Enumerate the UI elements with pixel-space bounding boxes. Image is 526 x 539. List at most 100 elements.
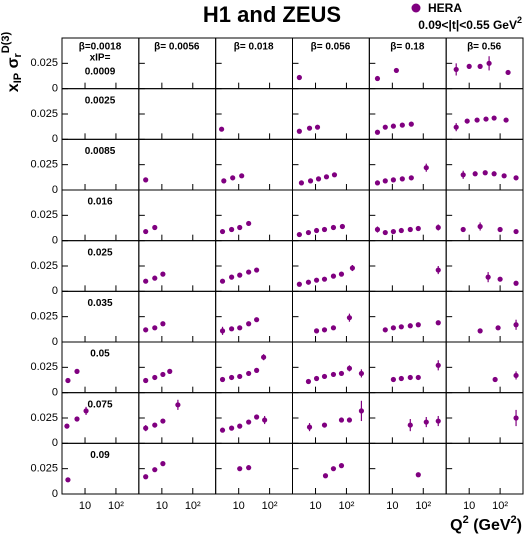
data-point <box>321 422 328 428</box>
data-point <box>382 178 388 184</box>
data-point <box>453 124 459 130</box>
data-point <box>398 324 404 330</box>
data-point <box>407 374 413 381</box>
panel-frame <box>368 240 447 292</box>
panel-frame <box>445 290 524 343</box>
data-point <box>382 229 388 236</box>
data-point <box>229 374 235 381</box>
x-label-part: ) <box>517 517 522 534</box>
data-point <box>261 354 267 360</box>
data-point <box>160 371 166 378</box>
t-range-sup: 2 <box>517 15 522 25</box>
data-point <box>423 165 429 171</box>
y-tick-label: 0 <box>52 387 58 399</box>
chart-title: H1 and ZEUS <box>203 2 341 27</box>
data-point <box>374 180 381 186</box>
data-point <box>160 461 166 467</box>
beta-label: β= 0.0056 <box>154 42 200 53</box>
panel-frame <box>445 442 524 495</box>
data-point <box>152 374 158 381</box>
data-point <box>435 418 441 424</box>
data-point <box>237 272 243 278</box>
y-tick-label: 0 <box>52 184 58 196</box>
data-point <box>296 281 302 287</box>
data-point <box>330 273 337 279</box>
data-point <box>346 365 353 371</box>
panel-frame <box>215 240 294 292</box>
panel-frame <box>368 290 447 343</box>
data-point <box>246 419 252 425</box>
y-tick-label: 0 <box>52 488 58 500</box>
y-tick-label: 0 <box>52 285 58 297</box>
data-point <box>143 228 149 235</box>
panel-frame <box>292 240 370 292</box>
data-point <box>398 375 404 382</box>
data-point <box>338 463 345 469</box>
data-point <box>338 271 345 277</box>
panel-frame <box>215 138 294 191</box>
xip-value: 0.09 <box>90 450 110 461</box>
data-point <box>390 228 396 235</box>
data-point <box>505 69 511 76</box>
data-point <box>483 116 489 122</box>
y-tick-label: 0 <box>52 336 58 348</box>
panel-frame <box>368 392 447 444</box>
panel-frame <box>215 290 294 343</box>
y-tick-label: 0.025 <box>30 260 58 272</box>
data-point <box>143 177 149 183</box>
data-point <box>218 126 225 132</box>
data-point <box>296 74 302 81</box>
data-point <box>477 223 483 230</box>
data-point <box>415 322 421 328</box>
panel-frame <box>138 290 217 343</box>
xip-value: 0.0085 <box>85 146 116 157</box>
data-point <box>330 466 337 472</box>
data-point <box>313 375 320 382</box>
y-label-part: r <box>12 52 24 57</box>
y-tick-label: 0.025 <box>30 361 58 373</box>
data-point <box>74 368 80 374</box>
panel-frame <box>215 392 294 444</box>
data-point <box>408 121 414 127</box>
t-range: 0.09<|t|<0.55 GeV2 <box>418 15 522 32</box>
data-point <box>460 172 466 178</box>
y-tick-label: 0 <box>52 133 58 145</box>
y-tick-label: 0.025 <box>30 159 58 171</box>
data-point <box>407 323 413 329</box>
data-point <box>466 63 472 69</box>
data-point <box>246 370 252 377</box>
data-point <box>435 267 441 273</box>
data-point <box>83 408 89 414</box>
data-point <box>313 277 320 283</box>
data-point <box>74 416 80 422</box>
data-point <box>246 220 252 227</box>
panel-frame <box>292 392 370 444</box>
data-point <box>219 228 226 235</box>
data-point <box>349 265 356 271</box>
data-point <box>513 322 519 328</box>
data-point <box>407 226 413 233</box>
panel-frame <box>368 138 447 191</box>
panel-frame <box>368 442 447 495</box>
data-point <box>321 373 328 380</box>
data-point <box>315 176 322 182</box>
y-label-part: IP <box>12 73 24 83</box>
data-point <box>474 117 480 123</box>
data-point <box>374 75 381 82</box>
panel-frame <box>138 341 217 394</box>
data-point <box>477 63 483 69</box>
data-point <box>331 172 338 178</box>
y-tick-label: 0 <box>52 235 58 247</box>
data-point <box>464 118 470 124</box>
data-point <box>296 128 302 134</box>
x-tick-label: 10² <box>108 500 124 512</box>
data-point <box>254 317 260 323</box>
beta-label: β= 0.056 <box>311 42 351 53</box>
data-point <box>219 427 226 433</box>
data-point <box>229 425 235 431</box>
data-point <box>143 327 149 333</box>
data-point <box>65 477 71 483</box>
data-point <box>408 175 414 181</box>
panel-frame <box>445 392 524 444</box>
